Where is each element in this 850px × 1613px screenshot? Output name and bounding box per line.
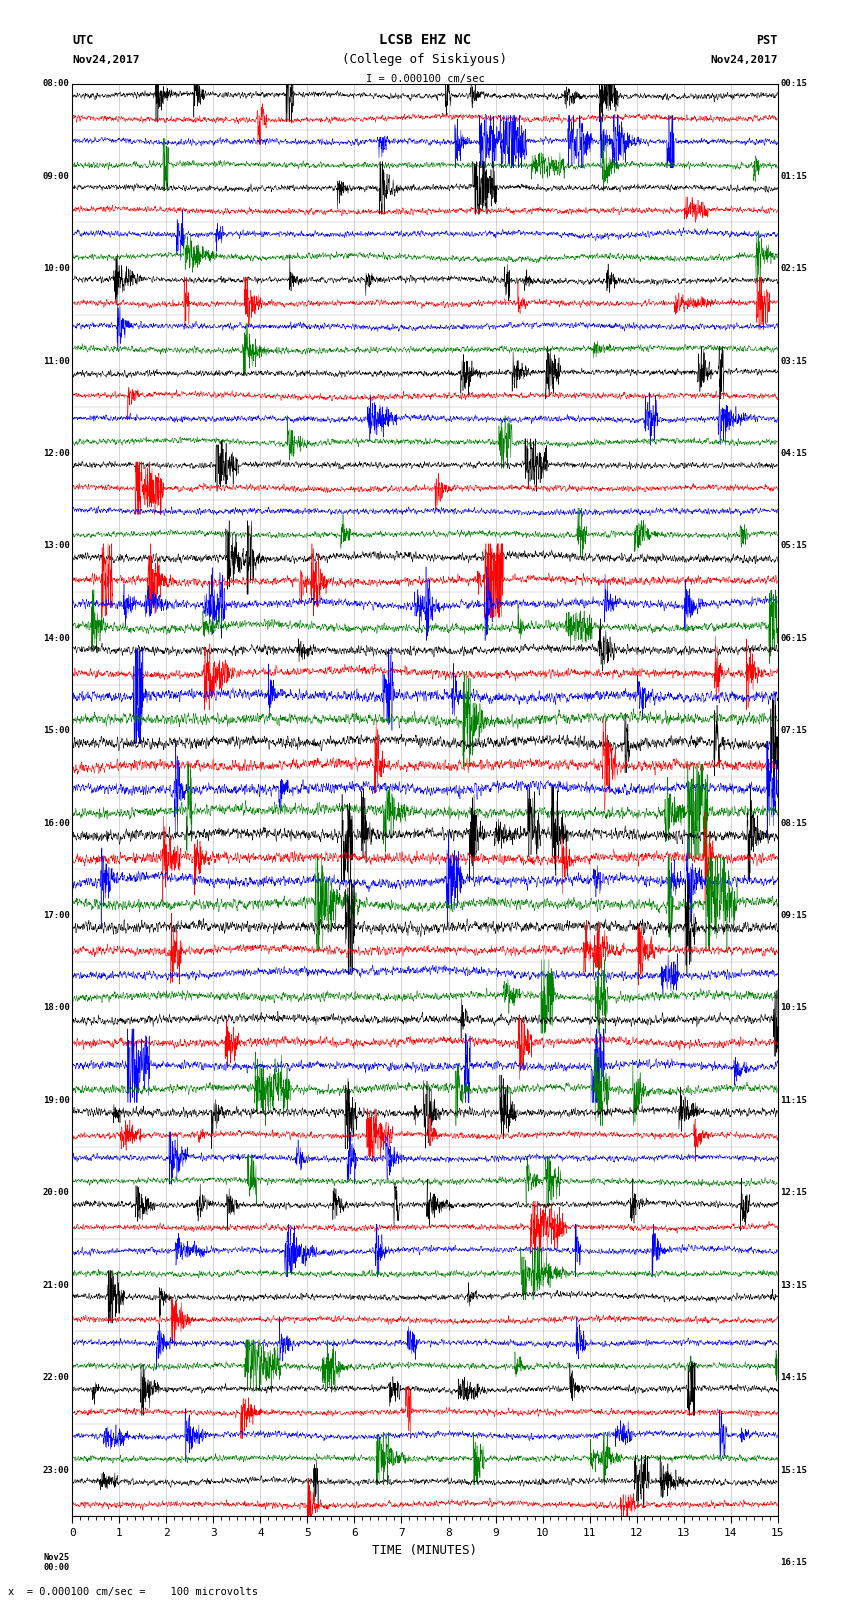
- Text: 19:00: 19:00: [42, 1095, 70, 1105]
- Text: 14:15: 14:15: [780, 1373, 808, 1382]
- Text: 09:15: 09:15: [780, 911, 808, 919]
- Text: 15:15: 15:15: [780, 1466, 808, 1474]
- Text: 06:15: 06:15: [780, 634, 808, 644]
- Text: 21:00: 21:00: [42, 1281, 70, 1290]
- Text: 20:00: 20:00: [42, 1189, 70, 1197]
- Text: 04:15: 04:15: [780, 448, 808, 458]
- Text: 16:00: 16:00: [42, 819, 70, 827]
- Text: 13:15: 13:15: [780, 1281, 808, 1290]
- Text: Nov25
00:00: Nov25 00:00: [43, 1553, 70, 1573]
- Text: 09:00: 09:00: [42, 173, 70, 181]
- Text: 07:15: 07:15: [780, 726, 808, 736]
- Text: 02:15: 02:15: [780, 265, 808, 273]
- Text: 05:15: 05:15: [780, 542, 808, 550]
- Text: LCSB EHZ NC: LCSB EHZ NC: [379, 34, 471, 47]
- Text: 10:00: 10:00: [42, 265, 70, 273]
- Text: Nov24,2017: Nov24,2017: [72, 55, 139, 65]
- Text: 08:00: 08:00: [42, 79, 70, 89]
- Text: UTC: UTC: [72, 34, 94, 47]
- Text: 16:15: 16:15: [780, 1558, 808, 1566]
- Text: 18:00: 18:00: [42, 1003, 70, 1013]
- Text: PST: PST: [756, 34, 778, 47]
- Text: 15:00: 15:00: [42, 726, 70, 736]
- Text: 00:15: 00:15: [780, 79, 808, 89]
- Text: I = 0.000100 cm/sec: I = 0.000100 cm/sec: [366, 74, 484, 84]
- Text: Nov24,2017: Nov24,2017: [711, 55, 778, 65]
- Text: 23:00: 23:00: [42, 1466, 70, 1474]
- Text: 22:00: 22:00: [42, 1373, 70, 1382]
- Text: 11:00: 11:00: [42, 356, 70, 366]
- Text: 13:00: 13:00: [42, 542, 70, 550]
- Text: 10:15: 10:15: [780, 1003, 808, 1013]
- Text: 12:15: 12:15: [780, 1189, 808, 1197]
- X-axis label: TIME (MINUTES): TIME (MINUTES): [372, 1544, 478, 1557]
- Text: 11:15: 11:15: [780, 1095, 808, 1105]
- Text: 03:15: 03:15: [780, 356, 808, 366]
- Text: 12:00: 12:00: [42, 448, 70, 458]
- Text: 14:00: 14:00: [42, 634, 70, 644]
- Text: 08:15: 08:15: [780, 819, 808, 827]
- Text: (College of Siskiyous): (College of Siskiyous): [343, 53, 507, 66]
- Text: x  = 0.000100 cm/sec =    100 microvolts: x = 0.000100 cm/sec = 100 microvolts: [8, 1587, 258, 1597]
- Text: 01:15: 01:15: [780, 173, 808, 181]
- Text: 17:00: 17:00: [42, 911, 70, 919]
